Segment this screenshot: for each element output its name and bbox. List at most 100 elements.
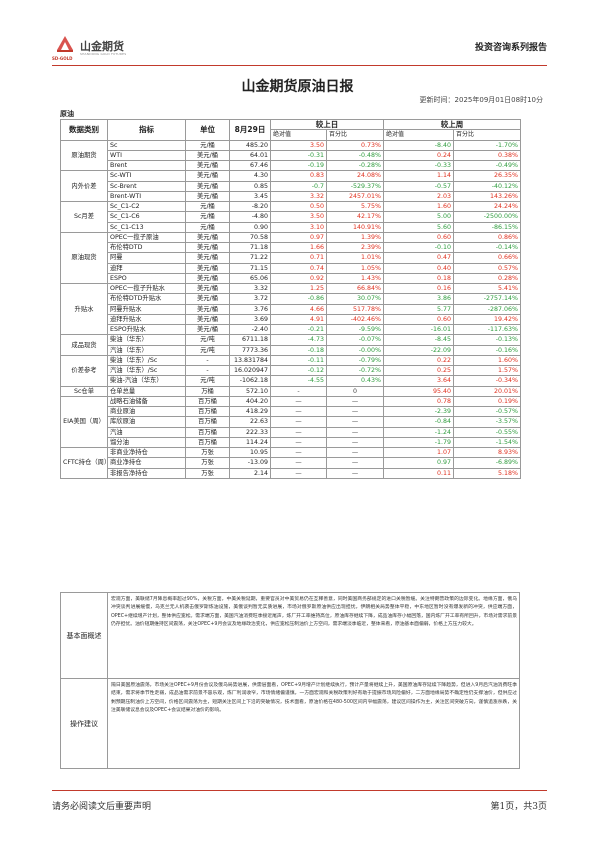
day-change-abs-cell: — [270,416,327,428]
day-change-abs-cell: — [270,436,327,449]
week-change-abs-cell: 1.60 [383,200,454,213]
week-change-abs-cell: -0.84 [383,416,454,428]
page-footer: 请务必阅读文后重要声明 第1页，共3页 [52,790,547,812]
indicator-cell: 柴油-汽油（华东） [107,375,186,387]
day-change-pct-cell: 1.05% [326,262,384,274]
day-change-pct-cell: — [326,426,384,438]
day-change-pct-cell: 0 [326,385,384,397]
subheader-week-abs: 绝对值 [383,129,454,141]
value-cell: 0.90 [229,221,271,233]
value-cell: 16.020947 [229,364,271,377]
unit-cell: 百万桶 [185,436,230,449]
unit-cell: 美元/桶 [185,272,230,285]
day-change-pct-cell: -402.46% [326,313,384,326]
header-indicator: 指标 [107,119,186,141]
day-change-abs-cell: 1.66 [270,241,327,254]
day-change-pct-cell: 1.39% [326,231,384,244]
day-change-abs-cell: 4.66 [270,303,327,315]
unit-cell: 百万桶 [185,416,230,428]
table-row: 阿曼升贴水 美元/桶 3.76 4.66 517.78% 5.77 -287.06% [61,303,521,315]
day-change-abs-cell: — [270,457,327,469]
week-change-abs-cell: -0.10 [383,241,454,254]
value-cell: 0.85 [229,180,271,192]
week-change-abs-cell: -8.45 [383,334,454,346]
unit-cell: 元/桶 [185,200,230,213]
company-subtitle: SHANDONG GOLD FUTURES [80,52,127,56]
day-change-abs-cell: 3.10 [270,221,327,233]
indicator-cell: 非商业净持仓 [107,446,186,459]
week-change-pct-cell: 0.28% [453,272,521,285]
week-change-pct-cell: 0.86% [453,231,521,244]
day-change-abs-cell: 0.83 [270,170,327,182]
value-cell: 4.30 [229,170,271,182]
week-change-pct-cell: 20.01% [453,385,521,397]
unit-cell: 元/桶 [185,139,230,151]
indicator-cell: 商业原油 [107,405,186,418]
value-cell: 71.15 [229,262,271,274]
subheader-day-abs: 绝对值 [270,129,327,141]
week-change-abs-cell: -1.79 [383,436,454,449]
day-change-abs-cell: — [270,395,327,408]
unit-cell: 元/桶 [185,221,230,233]
day-change-pct-cell: -9.59% [326,323,384,336]
unit-cell: 万张 [185,457,230,469]
week-change-abs-cell: -22.09 [383,344,454,356]
table-row: 内外价差 Sc-WTI 美元/桶 4.30 0.83 24.08% 1.14 26.35% [60,170,521,202]
week-change-pct-cell: 0.38% [453,149,521,162]
unit-cell: 美元/桶 [185,241,230,254]
week-change-abs-cell: -16.01 [383,323,454,336]
company-logo-icon [54,32,76,54]
day-change-abs-cell: -0.31 [270,149,327,162]
unit-cell: 元/吨 [185,375,230,387]
day-change-pct-cell: 66.84% [326,282,384,295]
week-change-abs-cell: 0.47 [383,252,454,264]
value-cell: 10.95 [229,446,271,459]
week-change-abs-cell: 95.40 [383,385,454,397]
value-cell: 485.20 [229,139,271,151]
week-change-pct-cell: 26.35% [453,170,521,182]
page-header: 山金期货 SHANDONG GOLD FUTURES SD-GOLD 投资咨询系… [52,30,547,66]
table-row: Sc_C1-C6 元/桶 -4.80 3.50 42.17% 5.00 -2500.00% [61,211,521,223]
day-change-abs-cell: 0.92 [270,272,327,285]
week-change-pct-cell: -117.63% [453,323,521,336]
day-change-pct-cell: 1.01% [326,252,384,264]
table-row: 库欣原油 百万桶 22.63— — -0.84 -3.57% [61,416,521,428]
indicator-cell: 汽油（华东）/Sc [107,364,186,377]
day-change-abs-cell: — [270,426,327,438]
category-cell: Sc仓单 [60,385,108,397]
operation-advice-section: 操作建议 隔日美国原油震荡，市场关注OPEC+9月份会议及俄乌局势进展，供需层面… [60,679,520,769]
indicator-cell: Sc [107,139,186,151]
week-change-pct-cell: 24.24% [453,200,521,213]
value-cell: 3.45 [229,190,271,203]
value-cell: 418.29 [229,405,271,418]
week-change-pct-cell: -6.89% [453,457,521,469]
indicator-cell: Sc_C1-C6 [107,211,186,223]
disclaimer-notice: 请务必阅读文后重要声明 [52,802,152,812]
day-change-abs-cell: 0.71 [270,252,327,264]
indicator-cell: 非报告净持仓 [107,467,186,479]
day-change-abs-cell: -0.7 [270,180,327,192]
day-change-pct-cell: 5.75% [326,200,384,213]
table-row: Brent 美元/桶 67.46 -0.19 -0.28% -0.33 -0.49% [61,159,521,172]
table-row: 汽油（华东） 元/吨 7773.36 -0.18 -0.00% -22.09 -0.16% [61,344,521,356]
table-row: Sc-Brent 美元/桶 0.85 -0.7 -529.37% -0.57 -40.12% [61,180,521,192]
week-change-pct-cell: 1.57% [453,364,521,377]
basic-overview-text: 宏观方面，美联储7月降息概率超过90%，关税方面，中美关税延期，重要官员对中美贸… [111,597,517,627]
indicator-cell: ESPO升贴水 [107,323,186,336]
week-change-pct-cell: 5.18% [453,467,521,479]
unit-cell: 元/吨 [185,334,230,346]
value-cell: 71.22 [229,252,271,264]
week-change-abs-cell: 0.18 [383,272,454,285]
day-change-abs-cell: -0.11 [270,354,327,367]
day-change-pct-cell: -0.28% [326,159,384,172]
value-cell: 3.76 [229,303,271,315]
week-change-abs-cell: 0.40 [383,262,454,274]
unit-cell: 美元/桶 [185,303,230,315]
basic-overview-section: 基本面概述 宏观方面，美联储7月降息概率超过90%，关税方面，中美关税延期，重要… [60,592,520,679]
page-number: 第1页，共3页 [490,802,547,812]
day-change-abs-cell: 3.50 [270,139,327,151]
indicator-cell: OPEC一揽子原油 [107,231,186,244]
report-series: 投资咨询系列报告 [474,43,547,53]
table-row: WTI 美元/桶 64.01 -0.31 -0.48% 0.24 0.38% [61,149,521,162]
table-row: 升贴水 OPEC一揽子升贴水 美元/桶 3.32 1.25 66.84% 0.16 5.41% [60,282,521,336]
